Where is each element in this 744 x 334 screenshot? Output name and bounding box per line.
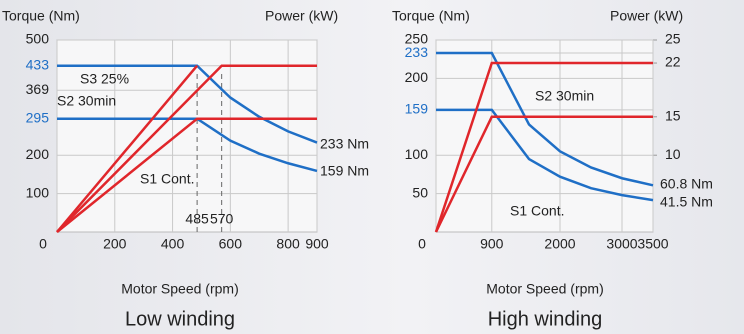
y2-tick-label: 10 (665, 146, 681, 162)
annotation: S2 30min (57, 93, 116, 109)
plot-area (435, 39, 654, 233)
annotation: S3 25% (80, 71, 129, 87)
marker-label: 570 (210, 211, 234, 227)
chart-title: High winding (488, 308, 603, 330)
series-line (57, 64, 318, 144)
y-tick-label: 159 (405, 101, 429, 117)
y2-tick-label: 25 (665, 31, 681, 47)
annotation: 159 Nm (320, 163, 369, 179)
x-tick-label: 200 (103, 236, 127, 252)
x-tick-label: 900 (480, 236, 504, 252)
annotation: 41.5 Nm (660, 194, 713, 210)
y-tick-label: 233 (405, 44, 429, 60)
series-line (434, 61, 653, 233)
y-tick-label: 100 (405, 146, 429, 162)
y-tick-label: 250 (405, 31, 429, 47)
series-line (56, 64, 317, 233)
x-axis-label: Motor Speed (rpm) (486, 281, 603, 297)
y-tick-label: 200 (26, 146, 50, 162)
y2-tick-label: 22 (665, 54, 681, 70)
x-tick-label: 3500 (637, 236, 668, 252)
x-axis-label: Motor Speed (rpm) (121, 281, 238, 297)
y2-axis-label: Power (kW) (610, 8, 683, 24)
y-tick-label: 500 (26, 31, 50, 47)
y2-tick-label: 15 (665, 108, 681, 124)
y-axis-label: Torque (Nm) (2, 8, 80, 24)
y-tick-label: 433 (26, 56, 50, 72)
y-tick-label: 295 (26, 109, 50, 125)
chart-title: Low winding (125, 308, 235, 330)
series-line (56, 117, 317, 233)
series-line (56, 64, 199, 233)
x-tick-label: 0 (39, 236, 47, 252)
marker-label: 485 (185, 211, 209, 227)
x-tick-label: 600 (219, 236, 243, 252)
y-axis-label: Torque (Nm) (392, 8, 470, 24)
annotation: S2 30min (535, 88, 594, 104)
annotation: S1 Cont. (140, 171, 194, 187)
annotation: 233 Nm (320, 136, 369, 152)
y-tick-label: 50 (412, 184, 428, 200)
series-line (434, 115, 653, 233)
y2-axis-label: Power (kW) (265, 8, 338, 24)
x-tick-label: 800 (276, 236, 300, 252)
annotation: 60.8 Nm (660, 176, 713, 192)
x-tick-label: 900 (305, 236, 329, 252)
series-line (436, 51, 654, 187)
plot-area (56, 39, 318, 233)
x-tick-label: 0 (418, 236, 426, 252)
x-tick-label: 400 (161, 236, 185, 252)
y-tick-label: 200 (405, 69, 429, 85)
x-tick-label: 2000 (544, 236, 575, 252)
y-tick-label: 369 (26, 81, 50, 97)
series-line (57, 117, 318, 173)
series-line (436, 108, 654, 202)
y-tick-label: 100 (26, 184, 50, 200)
annotation: S1 Cont. (510, 203, 564, 219)
x-tick-label: 3000 (606, 236, 637, 252)
